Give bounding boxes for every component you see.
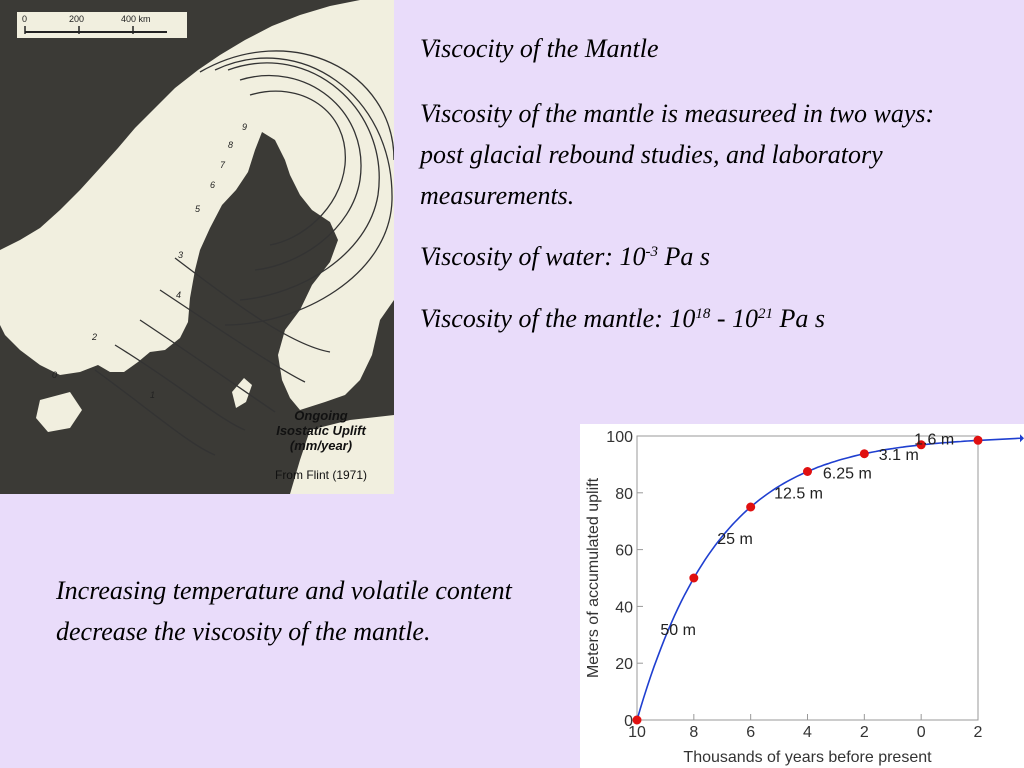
- map-caption-line: Isostatic Uplift: [276, 423, 366, 438]
- mantle-mid: - 10: [710, 304, 759, 333]
- interval-annotation: 3.1 m: [879, 447, 919, 464]
- y-tick-label: 80: [615, 486, 633, 503]
- interval-annotation: 25 m: [717, 531, 753, 548]
- y-tick-label: 100: [606, 429, 633, 446]
- scale-bar-graphic: [24, 26, 167, 34]
- paragraph-water-viscosity: Viscosity of water: 10-3 Pa s: [420, 236, 710, 277]
- y-tick-label: 0: [624, 713, 633, 730]
- y-tick-label: 20: [615, 656, 633, 673]
- contour-label: 5: [195, 204, 201, 214]
- data-point: [689, 573, 699, 583]
- uplift-chart: 0 20 40 60 80 100 10 8 6 4 2 0 2 Thousands of years b…: [580, 424, 1024, 768]
- interval-annotation: 6.25 m: [823, 466, 872, 483]
- uplift-contours: [94, 50, 394, 456]
- contour-label: 1: [150, 390, 155, 400]
- y-axis-label: Meters of accumulated uplift: [585, 477, 602, 678]
- data-point: [973, 435, 983, 445]
- paragraph-measurement: Viscosity of the mantle is measureed in …: [420, 99, 935, 210]
- plot-frame: [636, 435, 979, 721]
- uplift-map-figure: 9 8 7 6 5 4 3 2 1 0 0 200 400 km: [0, 0, 394, 494]
- contour-label: 6: [210, 180, 215, 190]
- island-denmark: [36, 392, 82, 432]
- water-prefix: Viscosity of water: 10: [420, 242, 646, 271]
- contour-label-group: 9 8 7 6 5 4 3 2 1 0: [52, 122, 247, 400]
- y-tick-label: 60: [615, 543, 633, 560]
- x-tick-label: 10: [628, 724, 646, 741]
- contour-label: 7: [220, 160, 226, 170]
- contour-label: 3: [178, 250, 183, 260]
- scandinavia-map: 9 8 7 6 5 4 3 2 1 0: [0, 0, 394, 494]
- scale-label: 400 km: [121, 14, 151, 24]
- x-tick-label: 0: [917, 724, 926, 741]
- paragraph-mantle-viscosity: Viscosity of the mantle: 1018 - 1021 Pa …: [420, 298, 825, 339]
- data-point: [859, 449, 869, 459]
- interval-annotation: 12.5 m: [774, 485, 823, 502]
- map-caption-line: Ongoing: [294, 408, 348, 423]
- data-point: [803, 467, 812, 476]
- scale-label: 0: [22, 14, 28, 24]
- map-caption-line: (mm/year): [289, 438, 353, 453]
- x-axis-label: Thousands of years before present: [683, 749, 932, 766]
- contour-label: 9: [242, 122, 247, 132]
- map-credit: From Flint (1971): [274, 468, 368, 482]
- x-tick-label: 6: [746, 724, 755, 741]
- data-point: [916, 440, 926, 450]
- map-caption: Ongoing Isostatic Uplift (mm/year): [252, 408, 390, 453]
- contour-label: 2: [91, 332, 97, 342]
- coast-baltic-east: [290, 415, 394, 494]
- paragraph-temperature: Increasing temperature and volatile cont…: [56, 576, 512, 646]
- land-mass: [0, 0, 394, 410]
- slide-title: Viscocity of the Mantle: [420, 34, 659, 63]
- water-unit: Pa s: [658, 242, 711, 271]
- interval-annotation: 50 m: [660, 622, 696, 639]
- x-tick-label: 8: [689, 724, 698, 741]
- contour-label: 8: [228, 140, 233, 150]
- contour-label: 0: [52, 370, 57, 380]
- water-exponent: -3: [645, 244, 659, 260]
- mantle-unit: Pa s: [773, 304, 826, 333]
- x-tick-label: 2: [974, 724, 983, 741]
- mantle-exponent-low: 18: [695, 306, 711, 322]
- y-tick-label: 40: [615, 599, 633, 616]
- curve-arrowhead: [1020, 434, 1024, 443]
- interval-annotation: 1.6 m: [914, 432, 954, 449]
- mantle-exponent-high: 21: [758, 306, 774, 322]
- mantle-prefix: Viscosity of the mantle: 10: [420, 304, 696, 333]
- x-tick-label: 4: [803, 724, 812, 741]
- data-point: [746, 502, 756, 512]
- island-gotland: [232, 378, 252, 408]
- scale-bar: 0 200 400 km: [17, 12, 187, 38]
- scale-label: 200: [69, 14, 85, 24]
- data-point: [632, 715, 642, 725]
- x-tick-label: 2: [860, 724, 869, 741]
- contour-label: 4: [176, 290, 181, 300]
